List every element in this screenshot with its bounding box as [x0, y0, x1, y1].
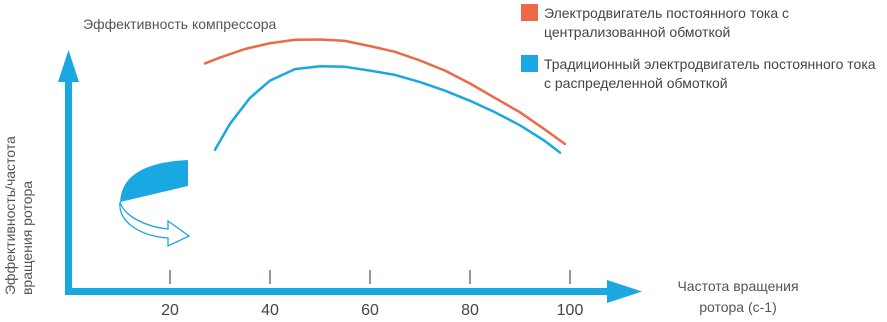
y-axis-label-text: Эффективность/частота вращения ротора — [2, 136, 35, 295]
x-tick-label-60: 60 — [361, 302, 379, 319]
legend-swatch-orange — [521, 4, 538, 21]
legend-label-centralized: Электродвигатель постоянного тока с цент… — [544, 5, 790, 40]
x-ticks — [169, 270, 571, 284]
x-tick-label-80: 80 — [461, 302, 479, 319]
legend-item-centralized: Электродвигатель постоянного тока с цент… — [521, 4, 861, 42]
legend-label-distributed: Традиционный электродвигатель постоянног… — [544, 56, 876, 91]
x-tick-label-40: 40 — [261, 302, 279, 319]
legend-item-distributed: Традиционный электродвигатель постоянног… — [521, 55, 881, 93]
series-line-0 — [203, 38, 567, 146]
y-axis — [58, 50, 79, 295]
x-axis-label: Частота вращения ротора (с-1) — [677, 278, 799, 315]
x-tick-label-20: 20 — [161, 302, 179, 319]
x-axis — [65, 280, 642, 303]
legend-swatch-blue — [521, 55, 538, 72]
series-lines — [203, 38, 567, 154]
x-tick-label-100: 100 — [556, 302, 584, 319]
chart-title: Эффективность компрессора — [83, 16, 277, 32]
series-line-1 — [213, 64, 562, 154]
curved-arrow-icon — [119, 160, 191, 248]
